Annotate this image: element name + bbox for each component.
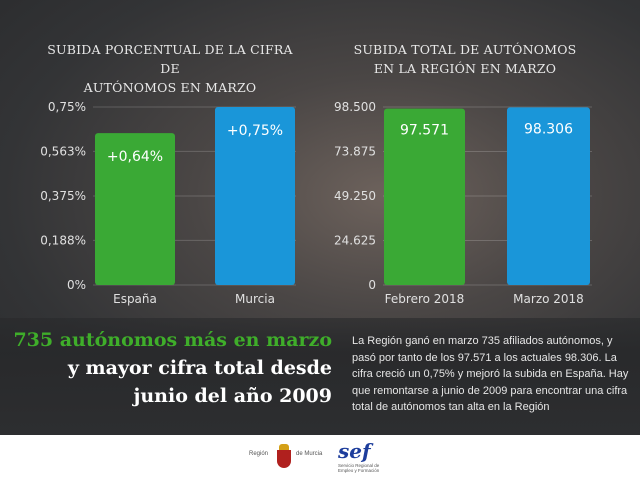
region-logo-text-left: Región (249, 451, 269, 457)
y-tick-label: 98.500 (334, 100, 376, 114)
bar-marzo-2018 (507, 107, 590, 285)
bar-españa (95, 133, 175, 285)
chart1-title-line: SUBIDA PORCENTUAL DE LA CIFRA DE (47, 42, 293, 76)
data-label: +0,64% (107, 149, 163, 165)
x-category-label: España (113, 292, 157, 306)
data-label: +0,75% (227, 123, 283, 139)
sef-line1: Servicio Regional de (338, 463, 380, 468)
sef-logo-text: Servicio Regional de Empleo y Formación (338, 463, 379, 473)
y-tick-label: 0,375% (40, 189, 86, 203)
region-murcia-crest-icon (277, 444, 291, 470)
bar-murcia (215, 107, 295, 285)
text-panel (0, 318, 640, 435)
chart2-title: SUBIDA TOTAL DE AUTÓNOMOS EN LA REGIÓN E… (340, 40, 590, 78)
data-label: 98.306 (524, 121, 573, 137)
headline-line1: 735 autónomos más en marzo (13, 329, 332, 351)
data-label: 97.571 (400, 123, 449, 139)
bar-febrero-2018 (384, 108, 465, 285)
charts-canvas: 0% 0,188% 0,375% 0,563% 0,75% +0,64% España +0,… (40, 100, 592, 306)
y-tick-label: 0,563% (40, 144, 86, 158)
headline-line3: junio del año 2009 (133, 385, 332, 407)
y-tick-label: 24.625 (334, 234, 376, 248)
y-tick-label: 49.250 (334, 189, 376, 203)
y-tick-label: 0 (368, 278, 376, 292)
description-paragraph: La Región ganó en marzo 735 afiliados au… (352, 335, 629, 413)
chart1-title-line: AUTÓNOMOS EN MARZO (83, 80, 257, 95)
y-tick-label: 0,188% (40, 233, 86, 247)
sef-line2: Empleo y Formación (338, 468, 380, 473)
footer: Región de Murcia sef Servicio Regional d… (0, 435, 640, 480)
headline: 735 autónomos más en marzo y mayor cifra… (6, 326, 332, 410)
chart2-title-line: EN LA REGIÓN EN MARZO (373, 61, 557, 76)
region-logo-text-right: de Murcia (296, 451, 323, 457)
chart2-title-line: SUBIDA TOTAL DE AUTÓNOMOS (353, 42, 577, 57)
y-tick-label: 0% (67, 278, 86, 292)
headline-line2: y mayor cifra total desde (67, 357, 332, 379)
x-category-label: Murcia (235, 292, 275, 306)
y-tick-label: 73.875 (334, 145, 376, 159)
x-category-label: Marzo 2018 (513, 292, 584, 306)
sef-logo-icon: sef (338, 439, 371, 463)
x-category-label: Febrero 2018 (385, 292, 465, 306)
chart1-title: SUBIDA PORCENTUAL DE LA CIFRA DE AUTÓNOM… (40, 40, 300, 97)
y-tick-label: 0,75% (48, 100, 86, 114)
